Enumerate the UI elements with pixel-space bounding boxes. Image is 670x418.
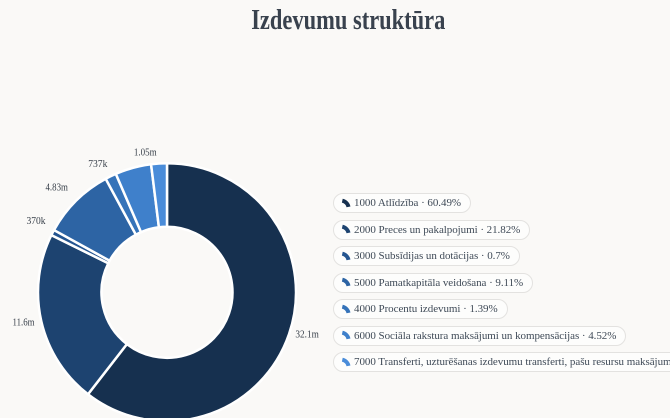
svg-text:32.1m: 32.1m xyxy=(295,328,319,340)
svg-text:4.83m: 4.83m xyxy=(46,182,69,194)
svg-text:11.6m: 11.6m xyxy=(13,317,35,329)
svg-text:737k: 737k xyxy=(88,158,108,170)
svg-text:1.05m: 1.05m xyxy=(134,147,157,159)
svg-text:370k: 370k xyxy=(27,215,46,227)
